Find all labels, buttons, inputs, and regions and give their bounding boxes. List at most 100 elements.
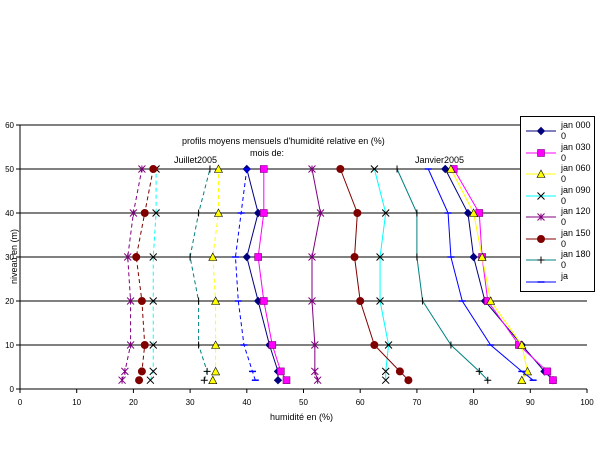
- data-point: [277, 367, 285, 376]
- data-point: [126, 341, 135, 349]
- data-point: [477, 252, 487, 261]
- data-point: [149, 253, 158, 261]
- data-point: [381, 376, 390, 385]
- data-point: [549, 376, 557, 385]
- annotation-janvier: Janvier2005: [415, 155, 465, 165]
- data-point: [137, 367, 146, 376]
- data-point: [446, 164, 456, 173]
- data-point: [381, 209, 390, 217]
- grid-lines: [20, 124, 587, 346]
- data-point: [517, 375, 527, 385]
- data-point: [376, 297, 384, 305]
- legend-label: jan 0600: [561, 163, 591, 184]
- series-juillet-9: [254, 165, 291, 385]
- legend-item: jan 0600: [521, 163, 594, 185]
- data-point: [132, 253, 141, 261]
- data-point: [282, 376, 291, 385]
- data-point: [475, 367, 483, 375]
- data-point: [260, 209, 268, 217]
- data-point: [138, 165, 146, 173]
- data-point: [137, 297, 146, 305]
- data-point: [123, 253, 132, 261]
- legend-label: jan 0300: [561, 141, 591, 163]
- data-point: [310, 341, 319, 349]
- series-line: [149, 169, 157, 381]
- data-point: [146, 376, 155, 385]
- data-point: [195, 209, 203, 217]
- legend-label: jan 1800: [561, 249, 591, 270]
- series-juillet-14: [186, 165, 214, 384]
- y-tick-label: 40: [5, 209, 14, 218]
- legend-label: jan 1200: [561, 206, 591, 227]
- data-point: [395, 367, 404, 376]
- data-point: [486, 296, 496, 305]
- data-point: [376, 253, 384, 261]
- legend-swatch: [526, 256, 556, 264]
- data-point: [260, 165, 268, 173]
- data-point: [308, 297, 316, 305]
- y-tick-label: 60: [5, 121, 14, 130]
- data-point: [313, 376, 322, 385]
- data-point: [200, 376, 208, 384]
- series-line: [189, 168, 211, 381]
- data-point: [384, 341, 393, 349]
- data-point: [537, 213, 545, 221]
- data-point: [211, 366, 221, 376]
- x-tick-label: 20: [129, 398, 138, 407]
- data-point: [213, 208, 223, 217]
- legend-swatch: [526, 213, 556, 221]
- x-tick-label: 60: [356, 398, 365, 407]
- x-tick-label: 40: [242, 398, 251, 407]
- y-tick-label: 20: [5, 297, 14, 306]
- x-tick-label: 50: [299, 398, 308, 407]
- data-point: [260, 297, 268, 305]
- series-jan-1200: [308, 165, 325, 385]
- data-point: [208, 252, 218, 261]
- data-point: [273, 375, 283, 385]
- legend-swatch: [526, 234, 556, 243]
- legend-item: jan 1200: [521, 206, 594, 228]
- data-point: [208, 375, 218, 385]
- series-line: [373, 168, 390, 381]
- legend-swatch: [526, 280, 556, 283]
- data-point: [336, 165, 345, 173]
- legend-swatch: [526, 191, 556, 200]
- data-point: [126, 297, 135, 305]
- x-axis-label: humidité en (%): [270, 412, 334, 422]
- y-tick-label: 30: [5, 253, 14, 262]
- data-point: [149, 297, 158, 305]
- legend-label: jan 0000: [561, 120, 591, 141]
- series-juillet-11: [146, 165, 160, 385]
- legend-item: jan 0300: [521, 142, 594, 164]
- legend-item: jan 0900: [521, 185, 594, 207]
- data-point: [129, 209, 138, 217]
- data-point: [149, 165, 158, 173]
- x-tick-label: 80: [469, 398, 478, 407]
- data-point: [381, 367, 390, 376]
- data-point: [149, 367, 158, 376]
- data-point: [463, 208, 473, 218]
- data-point: [393, 165, 401, 173]
- data-point: [469, 208, 479, 217]
- series-juillet-15: [231, 168, 259, 381]
- data-point: [152, 209, 160, 217]
- data-point: [135, 376, 144, 385]
- data-point: [203, 367, 211, 375]
- data-point: [118, 376, 126, 385]
- data-point: [370, 341, 379, 349]
- data-point: [149, 341, 158, 349]
- series-juillet-13: [132, 165, 158, 385]
- data-point: [213, 164, 223, 173]
- y-tick-label: 0: [10, 385, 15, 394]
- data-point: [537, 234, 545, 243]
- data-point: [543, 367, 552, 376]
- data-point: [419, 297, 427, 305]
- y-axis-label: niveau en (m): [9, 228, 19, 284]
- legend-swatch: [526, 126, 556, 136]
- x-tick-label: 90: [526, 398, 535, 407]
- data-point: [254, 253, 262, 261]
- data-point: [522, 366, 532, 376]
- data-point: [206, 165, 214, 173]
- legend-item: ja: [521, 271, 594, 293]
